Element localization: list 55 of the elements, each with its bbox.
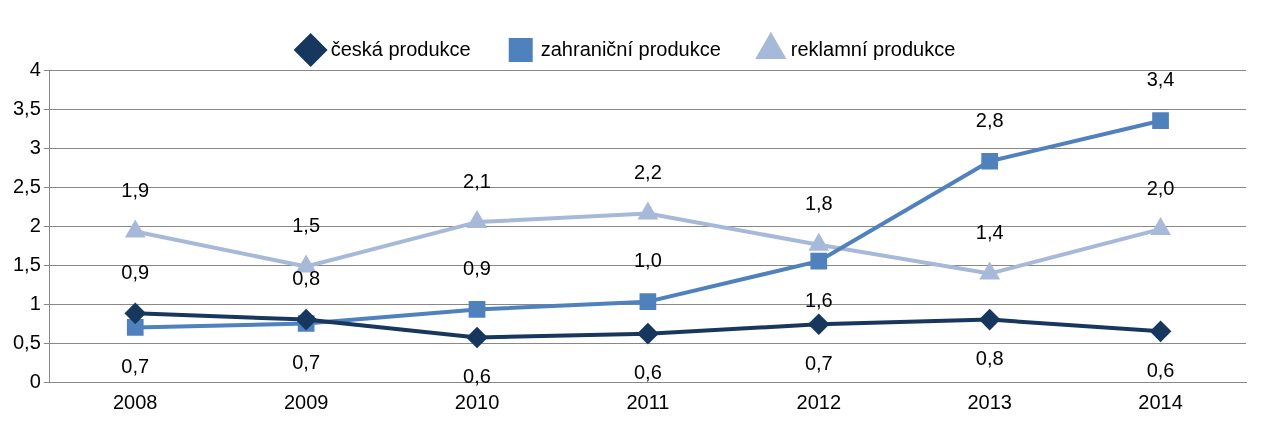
point	[467, 327, 488, 348]
point	[468, 301, 486, 318]
legend-label: česká produkce	[330, 37, 471, 60]
data-label: 0,6	[1146, 358, 1175, 381]
point	[1151, 219, 1170, 236]
y-tick-label: 3,5	[12, 96, 41, 119]
data-label: 0,8	[292, 267, 321, 290]
data-label: 0,6	[463, 365, 491, 388]
x-tick-label: 2009	[283, 390, 329, 413]
data-label: 1,4	[975, 221, 1004, 244]
data-label: 1,8	[804, 192, 833, 215]
point	[637, 323, 658, 344]
y-tick-label: 4	[29, 57, 41, 80]
point	[979, 309, 1000, 330]
data-label: 0,7	[121, 354, 150, 377]
x-tick-label: 2008	[113, 390, 158, 413]
point	[809, 234, 828, 251]
y-tick-label: 1,5	[12, 252, 41, 275]
x-tick-label: 2013	[967, 390, 1012, 413]
data-label: 0,7	[292, 351, 321, 374]
data-label: 1,9	[121, 178, 150, 201]
point	[1150, 321, 1171, 342]
x-tick-label: 2011	[626, 390, 670, 413]
x-tick-label: 2010	[454, 390, 500, 413]
data-label: 1,5	[292, 214, 321, 237]
data-label: 2,0	[1146, 176, 1175, 199]
y-tick-label: 2,5	[12, 174, 41, 197]
y-tick-label: 0,5	[12, 330, 41, 353]
data-label: 0,8	[975, 347, 1004, 370]
data-label: 1,0	[634, 249, 662, 272]
data-label: 0,6	[634, 361, 662, 384]
data-label: 0,9	[463, 256, 491, 279]
legend-label: zahraniční produkce	[540, 37, 721, 60]
point	[126, 319, 144, 336]
y-tick-label: 1	[29, 291, 41, 314]
data-label: 2,8	[975, 108, 1004, 131]
data-label: 1,6	[804, 288, 833, 311]
data-label: 2,1	[463, 169, 491, 192]
legend-label: reklamní produkce	[790, 37, 956, 60]
point	[639, 293, 657, 311]
data-label: 0,7	[804, 351, 833, 374]
y-tick-label: 3	[29, 135, 41, 158]
x-tick-label: 2014	[1138, 390, 1183, 413]
data-label: 3,4	[1146, 68, 1175, 91]
point	[808, 314, 829, 335]
point	[468, 212, 486, 229]
y-tick-label: 0	[29, 369, 41, 392]
point	[296, 309, 317, 330]
data-label: 2,2	[634, 161, 662, 184]
point	[125, 303, 146, 324]
data-label: 0,9	[121, 260, 150, 283]
point	[126, 221, 145, 238]
point	[810, 252, 828, 270]
x-tick-label: 2012	[796, 390, 842, 413]
y-tick-label: 2	[29, 213, 41, 236]
